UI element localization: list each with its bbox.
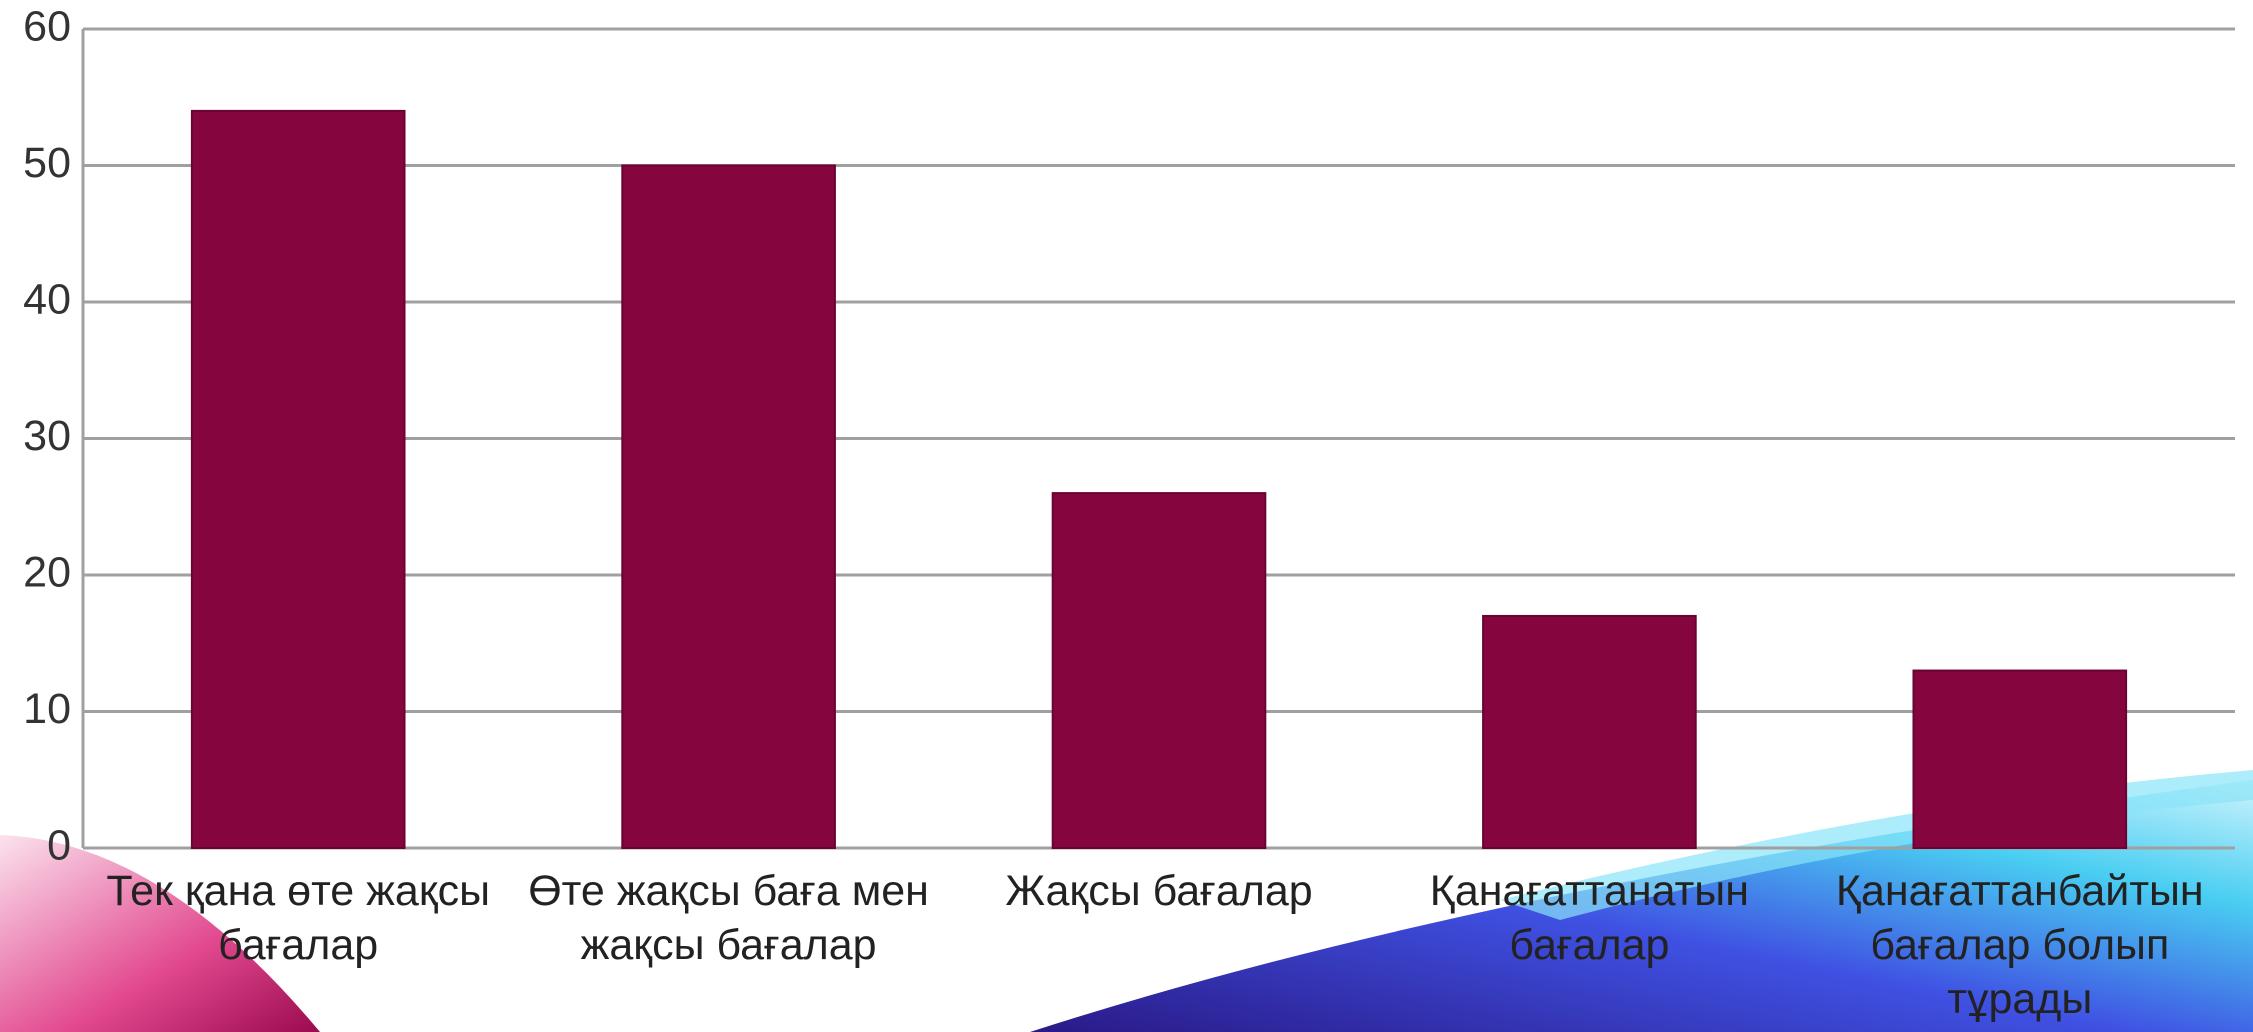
x-tick-label: Қанағаттанатын бағалар [1429,867,1749,969]
x-tick-label: Жақсы бағалар [1005,867,1313,915]
x-tick-label: Өте жақсы баға мен жақсы бағалар [528,867,929,969]
y-tick-label: 20 [23,548,71,596]
y-tick-label: 10 [23,685,71,733]
x-tick-label: Қанағаттанбайтын бағалар болып тұрады [1835,867,2204,1023]
bar [621,164,836,849]
bar [1912,669,2128,849]
bar [1051,492,1267,849]
y-tick-label: 0 [47,821,71,869]
bar [190,109,406,849]
y-tick-label: 60 [23,2,71,50]
y-tick-label: 40 [23,275,71,323]
y-tick-label: 30 [23,412,71,460]
x-tick-label: Тек қана өте жақсы бағалар [106,867,491,969]
bar [1482,614,1697,850]
decor-pink [0,835,320,1032]
y-tick-label: 50 [23,139,71,187]
